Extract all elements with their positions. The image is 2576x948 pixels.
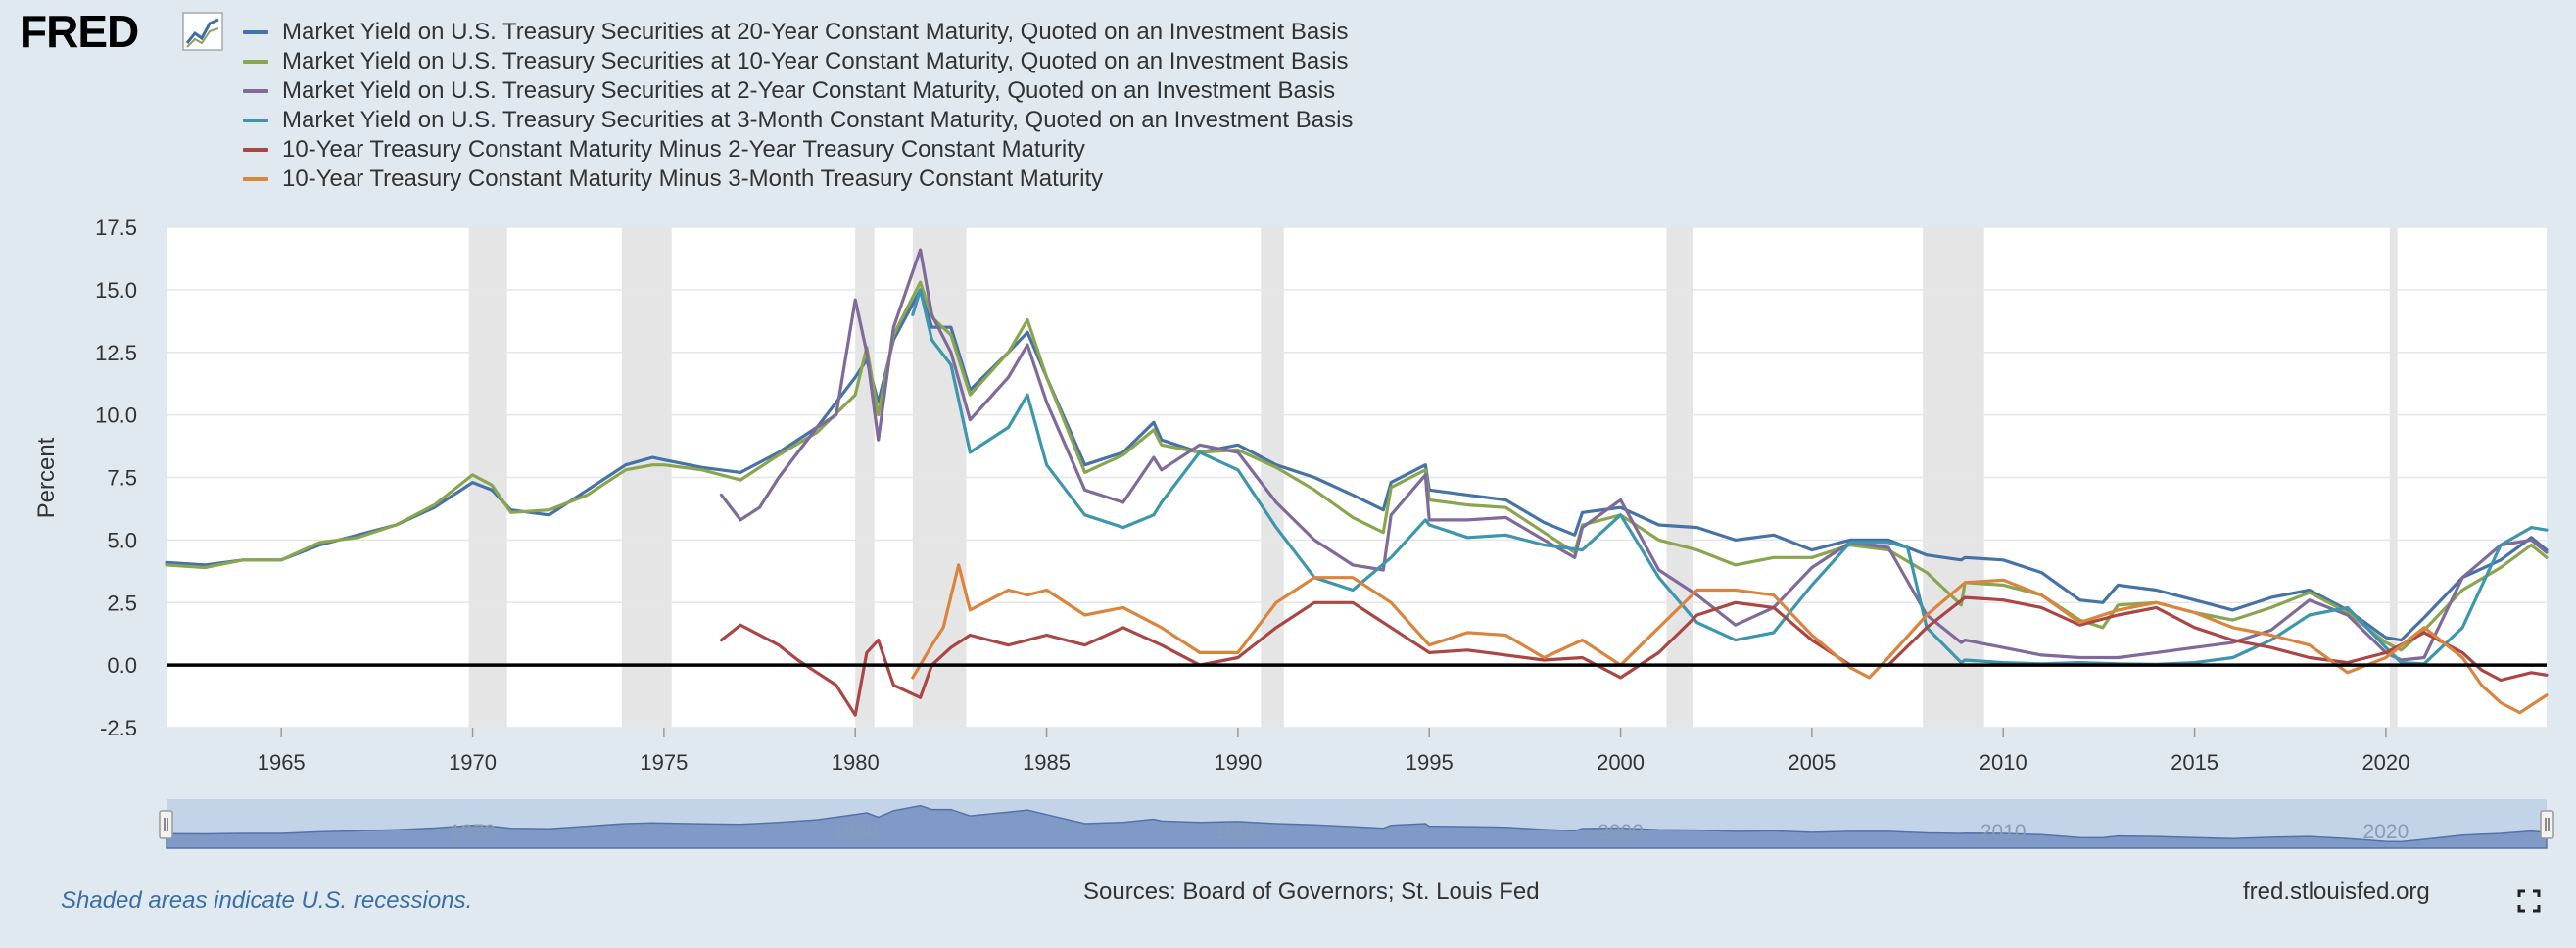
legend-item[interactable]: Market Yield on U.S. Treasury Securities… xyxy=(243,47,1614,76)
x-tick-label: 1970 xyxy=(449,750,497,775)
x-tick-label: 1965 xyxy=(258,750,306,775)
y-axis-ticks: 17.5 15.0 12.5 10.0 7.5 5.0 2.5 0.0 -2.5 xyxy=(95,215,137,740)
x-tick-label: 1975 xyxy=(640,750,688,775)
legend-swatch xyxy=(243,60,268,64)
x-tick-label: 2015 xyxy=(2171,750,2218,775)
navigator-label: 2010 xyxy=(1980,821,2027,843)
x-tick-label: 2005 xyxy=(1788,750,1836,775)
legend-label: 10-Year Treasury Constant Maturity Minus… xyxy=(282,166,1104,192)
series-line-2[interactable] xyxy=(165,280,2549,652)
fred-url-link[interactable]: fred.stlouisfed.org xyxy=(2243,878,2430,905)
series-line-1[interactable] xyxy=(165,288,2549,642)
navigator-labels: 1970 1980 1990 2000 2010 2020 xyxy=(450,821,2409,843)
y-tick-label: 15.0 xyxy=(95,278,137,303)
legend: Market Yield on U.S. Treasury Securities… xyxy=(243,18,1614,194)
x-tick-label: 2020 xyxy=(2361,750,2409,775)
legend-label: Market Yield on U.S. Treasury Securities… xyxy=(282,107,1354,133)
legend-item[interactable]: Market Yield on U.S. Treasury Securities… xyxy=(243,106,1614,135)
x-tick-label: 1985 xyxy=(1023,750,1071,775)
y-tick-label: 17.5 xyxy=(95,215,137,240)
navigator-label: 1970 xyxy=(450,821,496,843)
x-tick-label: 1990 xyxy=(1214,750,1262,775)
series-line-3[interactable] xyxy=(719,248,2549,662)
legend-label: Market Yield on U.S. Treasury Securities… xyxy=(282,77,1336,104)
navigator-label: 1990 xyxy=(1216,821,1262,843)
legend-label: Market Yield on U.S. Treasury Securities… xyxy=(282,48,1349,74)
recession-note: Shaded areas indicate U.S. recessions. xyxy=(61,887,473,914)
y-tick-label: 12.5 xyxy=(95,341,137,365)
legend-swatch xyxy=(243,89,268,93)
navigator-area xyxy=(166,804,2548,849)
y-tick-label: 0.0 xyxy=(107,653,137,678)
navigator-handle-left[interactable] xyxy=(159,810,173,839)
chart-line-icon xyxy=(182,12,223,51)
x-tick-label: 1995 xyxy=(1406,750,1454,775)
x-tick-label: 1980 xyxy=(832,750,880,775)
legend-item[interactable]: Market Yield on U.S. Treasury Securities… xyxy=(243,18,1614,47)
series-lines xyxy=(165,248,2549,717)
logo-text: FRED xyxy=(20,6,139,57)
navigator-handle-right[interactable] xyxy=(2540,810,2554,839)
navigator-label: 1980 xyxy=(833,821,879,843)
legend-label: Market Yield on U.S. Treasury Securities… xyxy=(282,19,1349,45)
legend-item[interactable]: 10-Year Treasury Constant Maturity Minus… xyxy=(243,135,1614,165)
x-tick-label: 2000 xyxy=(1597,750,1645,775)
series-line-6[interactable] xyxy=(911,563,2549,715)
x-tick-label: 2010 xyxy=(1980,750,2027,775)
y-tick-label: 10.0 xyxy=(95,403,137,428)
legend-swatch xyxy=(243,118,268,122)
x-axis-ticks: 1965 1970 1975 1980 1985 1990 1995 2000 2005 2010… xyxy=(258,728,2409,775)
navigator-label: 2020 xyxy=(2363,821,2409,843)
sources-text: Sources: Board of Governors; St. Louis F… xyxy=(1083,878,1540,905)
fullscreen-icon[interactable] xyxy=(2517,889,2541,913)
legend-label: 10-Year Treasury Constant Maturity Minus… xyxy=(282,136,1085,163)
range-navigator[interactable]: 1970 1980 1990 2000 2010 2020 xyxy=(159,799,2554,849)
fred-logo[interactable]: FRED xyxy=(20,6,229,57)
series-line-5[interactable] xyxy=(719,595,2549,717)
y-axis-label: Percent xyxy=(33,437,60,518)
y-tick-label: 5.0 xyxy=(107,528,137,552)
y-tick-label: 2.5 xyxy=(107,591,137,615)
y-tick-label: -2.5 xyxy=(100,716,137,740)
legend-swatch xyxy=(243,148,268,152)
legend-item[interactable]: Market Yield on U.S. Treasury Securities… xyxy=(243,76,1614,106)
y-tick-label: 7.5 xyxy=(107,466,137,491)
legend-swatch xyxy=(243,30,268,34)
series-line-4[interactable] xyxy=(911,288,2549,667)
legend-swatch xyxy=(243,177,268,181)
navigator-label: 2000 xyxy=(1598,821,1644,843)
legend-item[interactable]: 10-Year Treasury Constant Maturity Minus… xyxy=(243,165,1614,194)
